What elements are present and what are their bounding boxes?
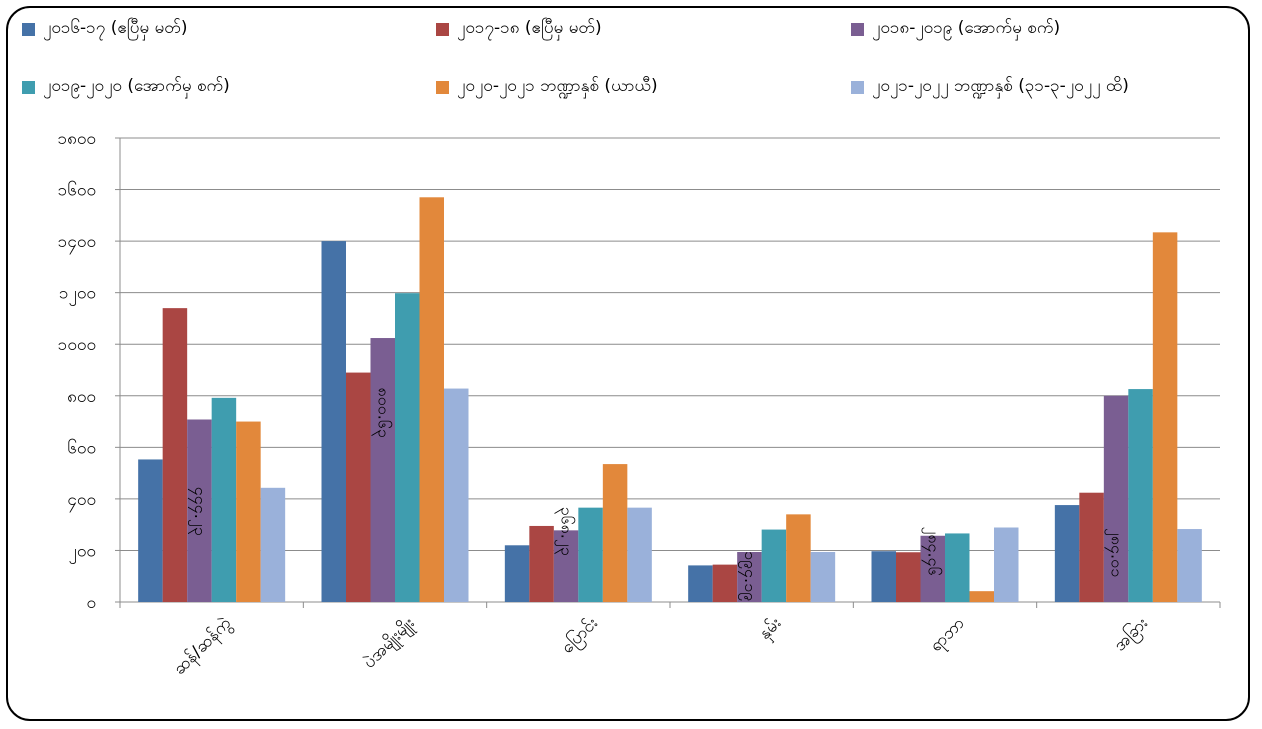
bar (260, 487, 286, 602)
legend-item-series-2: ၂၀၁၇-၁၈ (ဧပြီမှ မတ်) (436, 14, 602, 44)
data-label: ၄၄၄.၂၃ (188, 487, 210, 536)
legend-swatch-series-4 (22, 80, 35, 94)
y-tick-label: ၁၄၀၀ (58, 232, 96, 255)
bar (419, 197, 444, 603)
y-tick-label: ၁၈၀၀ (58, 129, 96, 149)
bar (1103, 395, 1129, 602)
legend-swatch-series-5 (436, 80, 449, 94)
legend-label-series-3: ၂၀၁၈-၂၀၁၉ (အောက်မှ စက်) (872, 17, 1061, 38)
x-tick-label: ပဲအမျိုးမျိုး (359, 613, 420, 674)
legend-label-series-2: ၂၀၁၇-၁၈ (ဧပြီမှ မတ်) (457, 17, 602, 38)
bar (187, 419, 212, 602)
bar (162, 308, 188, 602)
y-tick-label: ၁၀၀၀ (58, 335, 96, 355)
legend-swatch-series-1 (22, 22, 35, 36)
bar (896, 552, 921, 602)
y-tick-label: ၄၀၀ (67, 490, 96, 513)
x-tick-label: ပြောင်း (556, 612, 604, 660)
bar (321, 241, 346, 602)
bar (553, 530, 579, 602)
y-tick-label: ၂၀၀ (69, 541, 96, 564)
bar (786, 514, 811, 602)
x-tick-label: နှမ်း (755, 613, 787, 645)
bar (688, 565, 713, 602)
data-label: ၁၉၄.၁၉ (738, 551, 760, 601)
legend-swatch-series-3 (851, 22, 864, 36)
x-tick-label: ဆန်/ဆန်ကွဲ (169, 613, 237, 681)
bar (969, 591, 994, 602)
bar (761, 529, 787, 602)
x-tick-label: ရာဘာ (926, 613, 971, 658)
bar (504, 545, 530, 602)
bar (1054, 505, 1080, 602)
legend: ၂၀၁၆-၁၇ (ဧပြီမှ မတ်) ၂၀၁၇-၁၈ (ဧပြီမှ မတ်… (22, 14, 1252, 110)
bar (1079, 492, 1104, 602)
bar (236, 421, 261, 602)
data-label: ၃၆၈.၂၃ (555, 507, 577, 556)
legend-item-series-1: ၂၀၁၆-၁၇ (ဧပြီမှ မတ်) (22, 14, 187, 44)
bar (920, 535, 945, 602)
legend-swatch-series-2 (436, 22, 449, 36)
data-label: ၂၈၄.၄၆ (921, 527, 943, 576)
y-tick-label: ၁၆၀၀ (58, 180, 96, 201)
x-tick-label: အခြား (1108, 612, 1153, 657)
legend-label-series-1: ၂၀၁၆-၁၇ (ဧပြီမှ မတ်) (43, 17, 188, 38)
bar (871, 551, 896, 602)
bar (627, 507, 652, 602)
legend-item-series-3: ၂၀၁၈-၂၀၁၉ (အောက်မှ စက်) (851, 14, 1060, 44)
bar (578, 507, 603, 602)
legend-label-series-6: ၂၀၂၁-၂၀၂၂ ဘဏ္ဍာနှစ် (၃၁-၃-၂၀၂၂ ထိ) (872, 75, 1129, 96)
bar (370, 338, 395, 602)
y-tick-label: ၁၂၀၀ (59, 284, 96, 307)
y-tick-label: ၈၀၀ (67, 387, 96, 407)
bar (810, 551, 836, 602)
data-label: ၂၈၄.၀၁ (1105, 528, 1127, 577)
legend-swatch-series-6 (851, 80, 864, 94)
bar (529, 525, 554, 602)
y-tick-label: ၆၀၀ (67, 437, 96, 458)
bar (1177, 529, 1202, 602)
bar (737, 551, 762, 602)
bar (994, 527, 1019, 602)
bar (346, 372, 371, 602)
bar (444, 388, 469, 602)
bar (712, 564, 738, 602)
data-label: ၈၀၀.၆၃ (371, 388, 393, 438)
legend-item-series-5: ၂၀၂၀-၂၀၂၁ ဘဏ္ဍာနှစ် (ယာယီ) (436, 72, 658, 102)
bar (1152, 232, 1178, 602)
bar (1128, 389, 1153, 602)
legend-item-series-4: ၂၀၁၉-၂၀၂၀ (အောက်မှ စက်) (22, 72, 230, 102)
bar (138, 459, 163, 602)
bar (211, 397, 237, 602)
legend-label-series-4: ၂၀၁၉-၂၀၂၀ (အောက်မှ စက်) (43, 75, 230, 96)
legend-label-series-5: ၂၀၂၀-၂၀၂၁ ဘဏ္ဍာနှစ် (ယာယီ) (457, 75, 658, 96)
bar (395, 293, 420, 602)
y-tick-label: ၀ (86, 593, 96, 613)
legend-item-series-6: ၂၀၂၁-၂၀၂၂ ဘဏ္ဍာနှစ် (၃၁-၃-၂၀၂၂ ထိ) (851, 72, 1129, 102)
bar (602, 464, 628, 602)
bar (945, 533, 970, 602)
